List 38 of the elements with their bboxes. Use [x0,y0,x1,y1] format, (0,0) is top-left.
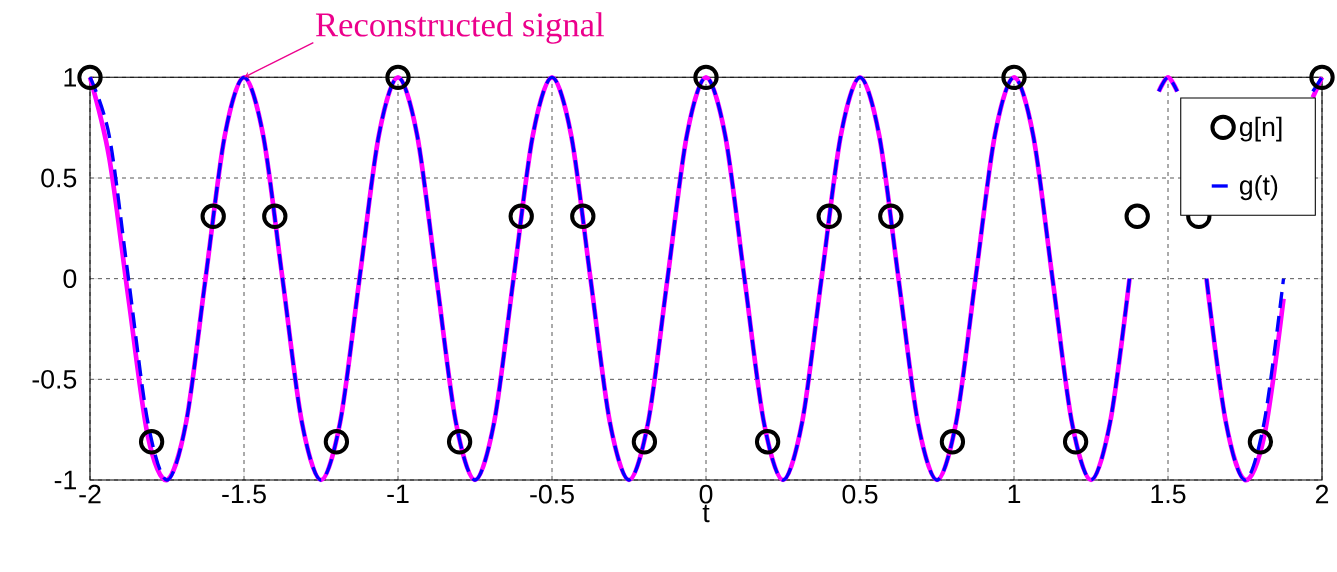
point [1247,429,1274,455]
y-tick-label: 1 [64,68,76,87]
x-tick-label: 0.5 [842,484,878,504]
y-tick-label: -0.5 [32,369,77,389]
point [446,429,473,455]
x-tick-label: 0 [699,484,713,504]
x-tick-label: 1.5 [1151,484,1186,504]
x-axis-title: t [702,504,710,523]
y-tick-label: 0 [63,269,77,289]
point [631,429,658,455]
point [200,203,226,229]
point [816,203,842,229]
point [323,429,350,455]
point [1001,64,1027,90]
point [1309,64,1335,90]
x-tick-label: -1 [387,484,409,504]
point [1124,203,1150,229]
point [508,203,534,229]
point [754,429,781,455]
point [77,64,103,90]
point [878,203,904,229]
y-tick-label: -1 [54,470,76,490]
legend-label: g(t) [1239,175,1278,201]
point [385,64,411,90]
x-tick-label: -0.5 [530,484,574,504]
x-tick-label: 2 [1315,484,1329,504]
x-tick-label: -1.5 [222,484,266,504]
point [570,203,596,229]
point [262,203,288,229]
point [1062,429,1089,455]
x-tick-label: -2 [79,484,101,504]
x-tick-label: 1 [1008,484,1021,504]
point [138,429,165,455]
point [939,429,966,455]
annotation: Reconstructed signal [315,12,605,44]
legend-label: g[n] [1239,116,1282,142]
point [693,64,719,90]
y-tick-label: 0.5 [41,168,77,188]
